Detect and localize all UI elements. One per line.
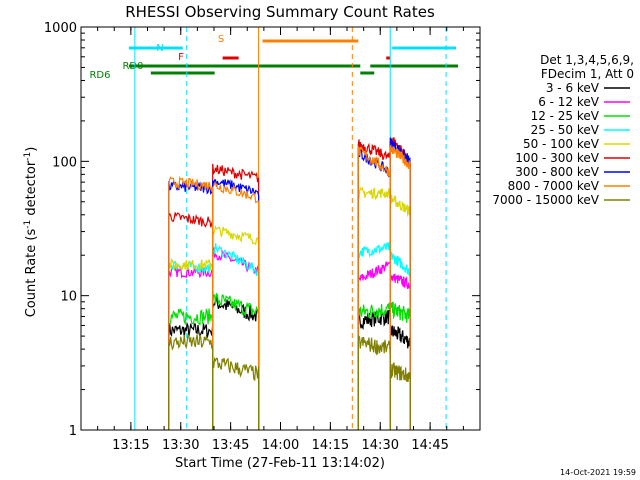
y-axis-label: Count Rate (s-1 detector-1): [23, 147, 39, 318]
series-line: [212, 356, 260, 430]
series-line: [168, 258, 214, 430]
legend: Det 1,3,4,5,6,9, FDecim 1, Att 0 3 - 6 k…: [492, 53, 634, 207]
series-line: [389, 194, 411, 430]
x-tick-label: 14:15: [312, 438, 349, 453]
legend-label: 7000 - 15000 keV: [492, 193, 599, 207]
legend-label: 3 - 6 keV: [546, 81, 600, 95]
series-line: [357, 308, 391, 430]
legend-header-detectors: Det 1,3,4,5,6,9,: [540, 53, 634, 67]
legend-label: 6 - 12 keV: [538, 95, 600, 109]
series-line: [357, 335, 391, 430]
flag-label: N: [156, 43, 163, 54]
x-tick-label: 14:00: [262, 438, 299, 453]
flag-label: RD6: [89, 70, 110, 81]
axes: 1 10 100 1000 13:15 13:30 13:45 14:00 14:15 14:30…: [44, 21, 480, 453]
y-axis-label-main: Count Rate (s: [24, 229, 39, 318]
series-lines: [168, 137, 411, 430]
legend-header-decimation: FDecim 1, Att 0: [541, 67, 634, 81]
legend-label: 50 - 100 keV: [523, 137, 600, 151]
legend-label: 100 - 300 keV: [515, 151, 599, 165]
x-tick-label: 13:30: [162, 438, 199, 453]
series-line: [357, 302, 391, 430]
series-line: [357, 146, 391, 430]
series-line: [357, 186, 391, 430]
legend-label: 25 - 50 keV: [531, 123, 600, 137]
chart-title: RHESSI Observing Summary Count Rates: [125, 3, 435, 21]
y-tick-label: 100: [52, 155, 77, 170]
x-tick-label: 13:15: [112, 438, 149, 453]
legend-label: 300 - 800 keV: [515, 165, 599, 179]
series-line: [212, 247, 260, 430]
x-tick-label: 14:45: [411, 438, 448, 453]
series-line: [389, 301, 411, 430]
x-axis-label: Start Time (27-Feb-11 13:14:02): [175, 456, 385, 471]
series-line: [212, 163, 260, 430]
flag-label: RD0: [122, 61, 143, 72]
series-line: [212, 182, 260, 430]
flag-label: F: [178, 52, 184, 63]
series-line: [389, 145, 411, 430]
y-tick-label: 10: [60, 290, 77, 305]
y-axis-label-end: ): [24, 147, 39, 152]
x-tick-label: 14:30: [362, 438, 399, 453]
y-tick-label: 1: [69, 424, 77, 439]
y-tick-label: 1000: [44, 21, 77, 36]
series-line: [357, 139, 391, 430]
series-line: [212, 292, 260, 430]
series-line: [168, 264, 214, 430]
y-axis-label-sup2: -1: [23, 152, 33, 161]
flag-bars: N F S RD0 RD6: [89, 34, 459, 81]
legend-label: 12 - 25 keV: [531, 109, 600, 123]
series-line: [168, 212, 214, 430]
series-line: [212, 225, 260, 430]
series-line: [357, 261, 391, 430]
series-line: [168, 333, 214, 430]
series-line: [389, 251, 411, 430]
flag-label: S: [218, 34, 224, 45]
x-tick-label: 13:45: [212, 438, 249, 453]
series-line: [168, 180, 214, 430]
series-line: [389, 323, 411, 430]
series-line: [212, 243, 260, 430]
series-line: [389, 273, 411, 430]
timestamp: 14-Oct-2021 19:59: [560, 468, 636, 477]
series-line: [389, 362, 411, 430]
series-line: [168, 307, 214, 430]
series-line: [168, 259, 214, 430]
series-line: [357, 241, 391, 430]
plot-frame: [80, 26, 481, 431]
y-axis-label-sup1: -1: [23, 220, 33, 229]
legend-label: 800 - 7000 keV: [508, 179, 600, 193]
series-line: [168, 321, 214, 430]
y-axis-label-mid: detector: [24, 160, 39, 220]
series-line: [168, 175, 214, 430]
